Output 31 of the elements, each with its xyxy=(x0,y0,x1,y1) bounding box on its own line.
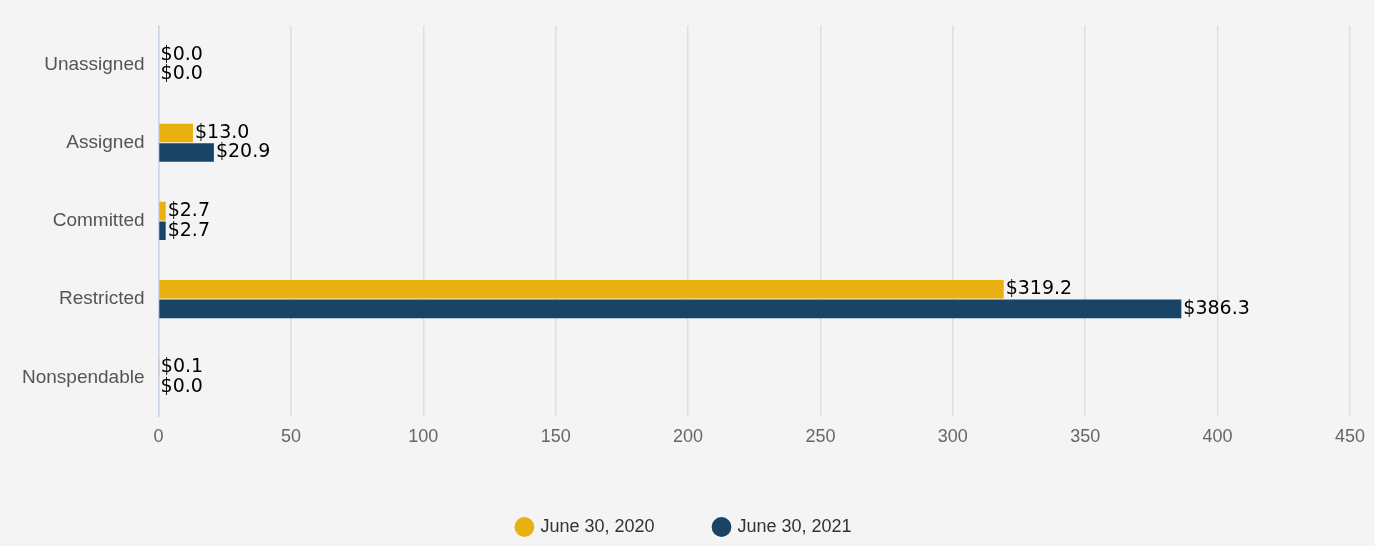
data-label: $0.1 xyxy=(160,354,204,377)
x-tick-label: 300 xyxy=(937,426,968,447)
y-tick-label: Assigned xyxy=(66,130,145,152)
data-label: $319.2 xyxy=(1005,276,1073,299)
bar xyxy=(159,221,166,240)
y-tick-label: Restricted xyxy=(59,287,145,309)
legend-label: June 30, 2020 xyxy=(540,515,655,536)
x-tick-label: 250 xyxy=(805,426,836,447)
bar xyxy=(159,280,1004,299)
data-label: $386.3 xyxy=(1183,295,1250,318)
x-tick-label: 450 xyxy=(1334,426,1366,447)
x-tick-label: 50 xyxy=(280,426,301,447)
x-tick-label: 100 xyxy=(408,426,439,447)
y-tick-label: Committed xyxy=(52,209,145,231)
bar xyxy=(159,143,214,162)
data-label: $20.9 xyxy=(215,139,271,162)
y-tick-label: Nonspendable xyxy=(22,365,145,387)
bar xyxy=(159,299,1182,319)
data-label: $0.0 xyxy=(160,61,203,84)
y-tick-label: Unassigned xyxy=(44,52,145,74)
x-tick-label: 150 xyxy=(540,426,571,447)
x-tick-label: 400 xyxy=(1202,426,1233,447)
x-tick-label: 0 xyxy=(153,426,164,447)
bar xyxy=(159,123,193,143)
x-tick-label: 200 xyxy=(673,426,704,447)
x-tick-label: 350 xyxy=(1070,426,1101,447)
data-label: $13.0 xyxy=(194,119,250,142)
data-label: $0.0 xyxy=(160,374,203,397)
legend-label: June 30, 2021 xyxy=(737,515,852,536)
bar xyxy=(159,201,166,221)
data-label: $0.0 xyxy=(160,41,203,64)
